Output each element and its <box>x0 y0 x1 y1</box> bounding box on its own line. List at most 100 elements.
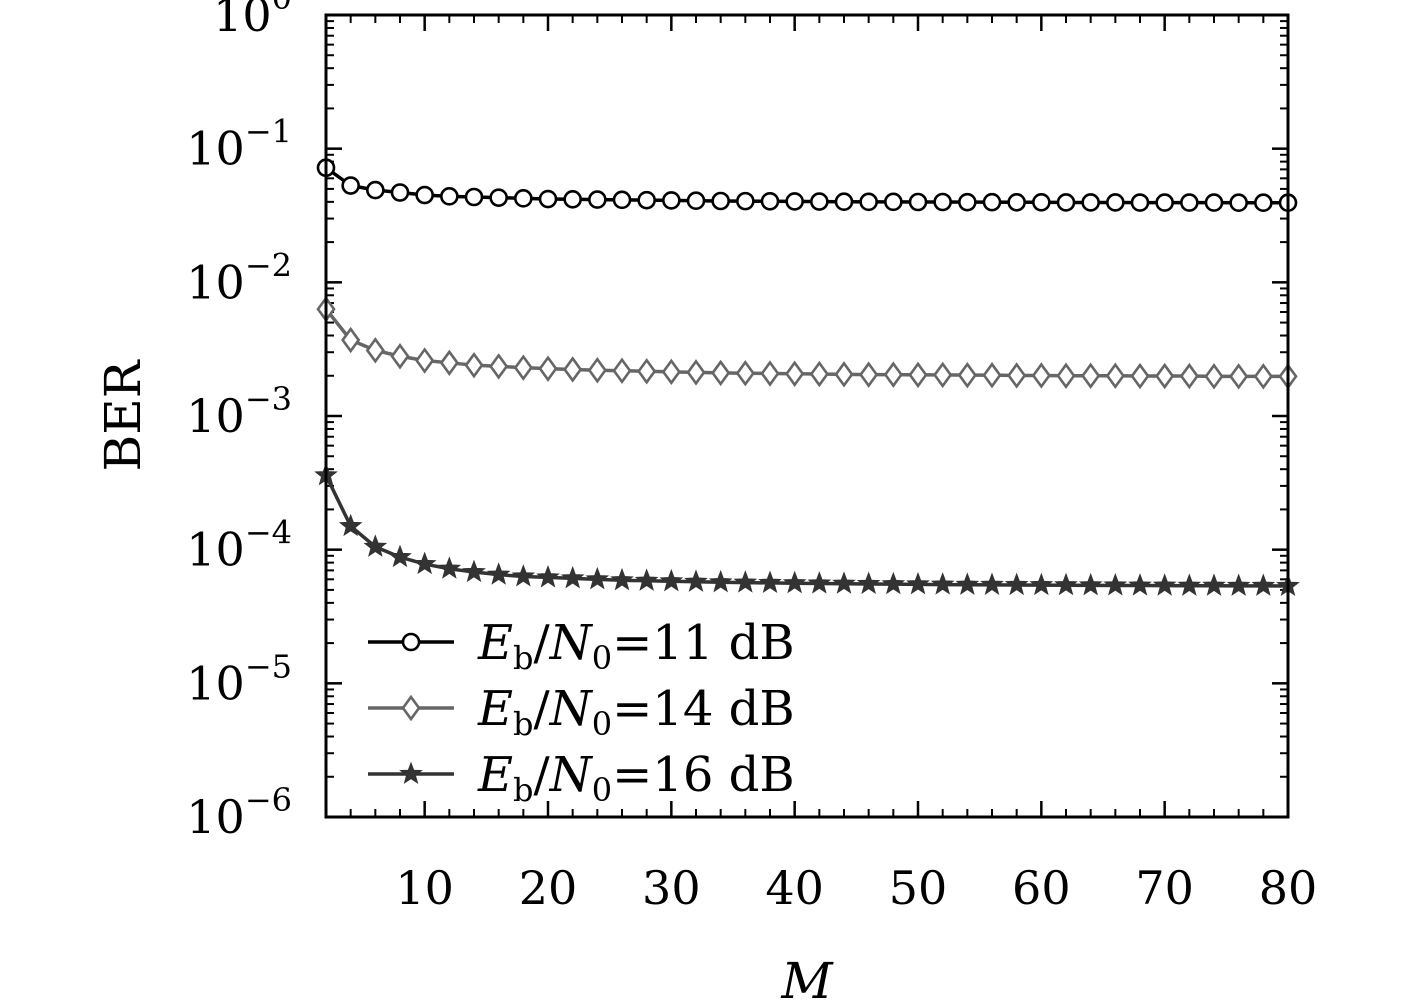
data-point <box>782 570 807 594</box>
legend-item: Eb/N0=11 dB <box>368 615 795 677</box>
data-point <box>908 361 928 389</box>
legend-label-rest: =16 dB <box>612 747 795 803</box>
legend-label-e: E <box>477 747 513 803</box>
data-point <box>859 192 878 212</box>
data-point <box>464 351 484 379</box>
y-tick-label: 10−1 <box>186 113 292 176</box>
data-point <box>1106 193 1125 212</box>
data-point <box>388 544 412 568</box>
data-point <box>338 513 363 537</box>
x-tick-label: 50 <box>889 861 948 915</box>
data-point <box>982 361 1002 389</box>
data-point <box>390 343 410 370</box>
data-point <box>513 354 533 381</box>
data-point <box>538 189 558 209</box>
data-point <box>1251 573 1276 596</box>
legend-label-slash: / <box>534 615 551 671</box>
data-point <box>807 571 832 594</box>
data-point <box>785 360 805 387</box>
data-point <box>514 189 533 208</box>
data-point <box>1180 193 1199 212</box>
legend-label-n-sub: 0 <box>592 639 612 677</box>
y-tick-base: 10 <box>186 122 245 176</box>
data-point <box>365 337 385 364</box>
legend-label: Eb/N0=11 dB <box>477 615 795 677</box>
data-point <box>933 361 953 389</box>
data-point <box>1254 193 1273 213</box>
y-tick-exponent: −6 <box>245 781 292 819</box>
y-tick-exponent: −1 <box>245 113 292 151</box>
x-tick-label: 60 <box>1012 861 1071 915</box>
data-point <box>489 353 509 380</box>
data-point <box>760 360 780 387</box>
legend-item: Eb/N0=16 dB <box>368 747 795 809</box>
legend-label-n: N <box>549 747 594 803</box>
data-point <box>563 356 583 383</box>
data-point <box>440 187 459 206</box>
data-point <box>711 359 731 387</box>
data-point <box>881 571 906 595</box>
data-point <box>612 357 632 384</box>
data-point <box>610 567 634 591</box>
legend-label: Eb/N0=14 dB <box>477 681 795 743</box>
y-axis-label: BER <box>94 359 152 471</box>
data-point <box>1128 573 1152 596</box>
data-point <box>708 569 733 593</box>
y-tick-labels: 10010−110−210−310−410−510−6 <box>186 0 292 844</box>
legend-label-n: N <box>549 615 594 671</box>
data-point <box>464 187 484 207</box>
data-point <box>1056 193 1076 212</box>
data-point <box>637 358 657 385</box>
data-point <box>856 571 881 595</box>
data-point <box>1204 193 1224 212</box>
data-point <box>832 571 856 594</box>
legend-marker <box>401 632 421 652</box>
data-point <box>1103 573 1128 596</box>
y-tick-label: 10−3 <box>186 380 292 443</box>
data-point <box>1204 363 1224 390</box>
data-point <box>1032 192 1051 212</box>
data-point <box>437 556 462 579</box>
data-point <box>563 190 582 209</box>
y-tick-exponent: −4 <box>245 514 292 552</box>
data-point <box>1007 362 1027 389</box>
data-point <box>1081 362 1101 389</box>
x-tick-label: 20 <box>519 861 578 915</box>
data-point <box>908 192 928 212</box>
data-point <box>662 191 681 210</box>
y-tick-label: 10−4 <box>186 514 292 577</box>
data-point <box>980 572 1004 595</box>
series-line <box>324 166 1288 205</box>
legend-label-n-sub: 0 <box>592 705 612 743</box>
data-point <box>489 188 508 207</box>
data-point <box>1081 193 1100 212</box>
plot-area-frame <box>324 13 1290 819</box>
data-point <box>659 568 684 592</box>
series-line <box>324 474 1289 588</box>
series-1 <box>316 158 1298 213</box>
axis-ticks <box>326 13 1290 819</box>
data-point <box>1152 573 1177 596</box>
data-point <box>957 361 977 389</box>
data-point <box>1226 573 1251 596</box>
data-point <box>1004 572 1029 596</box>
data-point <box>686 191 706 211</box>
data-point <box>809 360 829 388</box>
data-point <box>412 551 437 575</box>
series-layer <box>314 158 1300 597</box>
data-point <box>1229 363 1249 390</box>
legend-label-n: N <box>549 681 594 737</box>
data-point <box>1130 193 1150 212</box>
x-axis-label: M <box>780 952 834 1004</box>
data-point <box>760 191 780 211</box>
y-tick-base: 10 <box>186 255 245 309</box>
data-point <box>930 572 955 595</box>
legend-marker <box>399 761 423 785</box>
data-point <box>661 358 681 386</box>
data-point <box>834 361 854 388</box>
legend-label-rest: =14 dB <box>612 681 795 737</box>
legend-label-rest: =11 dB <box>612 615 795 671</box>
data-point <box>1029 572 1054 596</box>
legend-label-e-sub: b <box>513 705 533 743</box>
